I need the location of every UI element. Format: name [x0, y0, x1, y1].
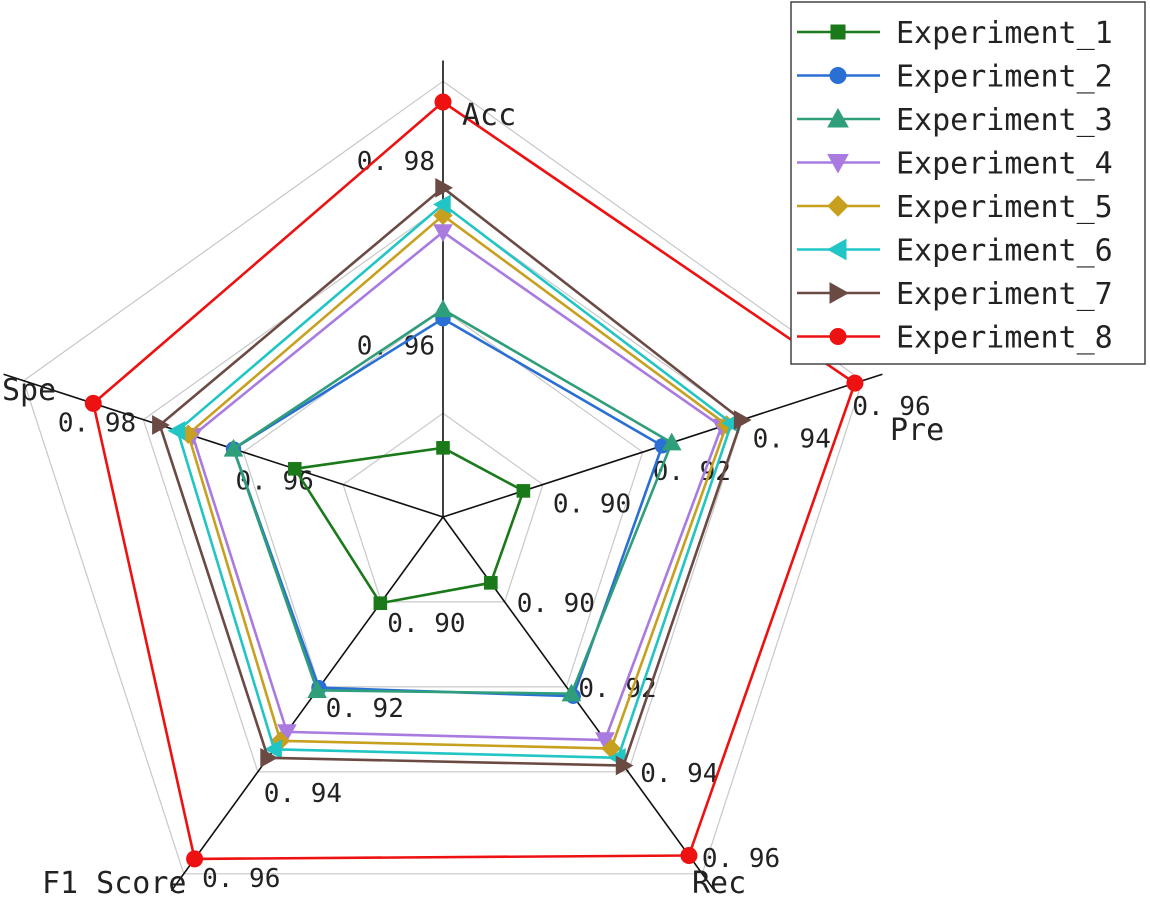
data-point: [846, 374, 864, 392]
legend-item: Experiment_8: [797, 321, 1113, 356]
data-point: [829, 282, 850, 304]
legend-item: Experiment_6: [797, 234, 1113, 269]
legend-frame: [790, 1, 1146, 365]
data-point: [167, 420, 186, 441]
axis-label: F1 Score: [42, 866, 187, 901]
chart-legend: Experiment_1 Experiment_2 Experiment_3 Expe…: [790, 1, 1146, 365]
legend-label: Experiment_8: [896, 321, 1113, 356]
data-point: [829, 67, 847, 84]
radar-tick-labels: 0. 98 0. 96 0. 96 0. 94 0. 92 0. 90 0. 96 0. 94…: [58, 147, 931, 894]
data-point: [830, 24, 846, 40]
data-point: [827, 107, 849, 128]
data-point: [264, 739, 282, 760]
legend-label: Experiment_4: [896, 147, 1113, 182]
grid-ring: [342, 412, 544, 603]
data-point: [733, 410, 752, 430]
tick-label: 0. 98: [357, 147, 435, 177]
tick-label: 0. 94: [264, 779, 342, 809]
series-experiment-3: [223, 299, 682, 702]
data-point: [84, 394, 102, 412]
legend-label: Experiment_5: [896, 190, 1113, 225]
series-line: [186, 213, 729, 750]
series-experiment-1: [287, 441, 531, 611]
legend-item: Experiment_2: [797, 60, 1113, 95]
tick-label: 0. 96: [202, 864, 280, 894]
data-point: [484, 576, 498, 590]
legend-label: Experiment_2: [896, 60, 1113, 95]
data-point: [661, 432, 682, 451]
legend-item: Experiment_5: [797, 190, 1113, 225]
legend-label: Experiment_3: [896, 103, 1113, 138]
axis-label: Rec: [692, 866, 746, 901]
data-point: [307, 680, 327, 698]
grid-ring: [142, 205, 744, 773]
series-line: [91, 100, 857, 861]
data-point: [277, 724, 297, 742]
data-point: [260, 747, 279, 768]
radar-axis-labels: Acc Pre Rec F1 Score Spe: [2, 98, 944, 901]
data-point: [287, 462, 302, 476]
tick-label: 0. 92: [326, 694, 404, 724]
data-point: [680, 847, 698, 865]
data-point: [827, 195, 849, 217]
series-line: [176, 202, 734, 760]
legend-label: Experiment_7: [896, 277, 1113, 312]
tick-label: 0. 96: [702, 844, 780, 874]
data-point: [186, 850, 204, 868]
tick-label: 0. 90: [387, 609, 465, 639]
legend-label: Experiment_6: [896, 234, 1113, 269]
data-point: [432, 194, 451, 215]
data-point: [223, 438, 244, 457]
axis-spoke: [170, 516, 444, 892]
axis-label: Spe: [2, 373, 56, 408]
grid-ring: [242, 308, 644, 688]
data-point: [434, 93, 452, 111]
data-point: [433, 299, 453, 318]
data-point: [829, 328, 847, 345]
data-point: [435, 177, 454, 198]
data-point: [826, 238, 847, 261]
series-line: [191, 230, 724, 742]
axis-spoke: [3, 373, 444, 518]
legend-item: Experiment_4: [797, 147, 1113, 182]
tick-label: 0. 90: [517, 589, 595, 619]
axis-label: Acc: [462, 98, 516, 133]
data-point: [436, 441, 450, 455]
series-experiment-6: [167, 194, 740, 768]
data-point: [152, 415, 170, 435]
tick-label: 0. 90: [553, 490, 631, 520]
series-experiment-8: [84, 93, 864, 868]
legend-label: Experiment_1: [896, 16, 1113, 51]
legend-item: Experiment_3: [797, 103, 1113, 138]
legend-item: Experiment_1: [797, 16, 1113, 51]
data-point: [516, 484, 531, 498]
tick-label: 0. 94: [640, 759, 718, 789]
axis-label: Pre: [890, 413, 944, 448]
data-point: [561, 683, 582, 702]
data-point: [373, 596, 388, 611]
legend-item: Experiment_7: [797, 277, 1113, 312]
tick-label: 0. 94: [753, 425, 831, 455]
series-experiment-7: [152, 177, 752, 776]
radar-series: [84, 93, 864, 868]
data-point: [615, 755, 634, 776]
series-line: [292, 446, 525, 605]
series-line: [158, 186, 744, 767]
series-line: [231, 307, 674, 696]
data-point: [827, 154, 849, 174]
tick-label: 0. 96: [852, 392, 930, 422]
